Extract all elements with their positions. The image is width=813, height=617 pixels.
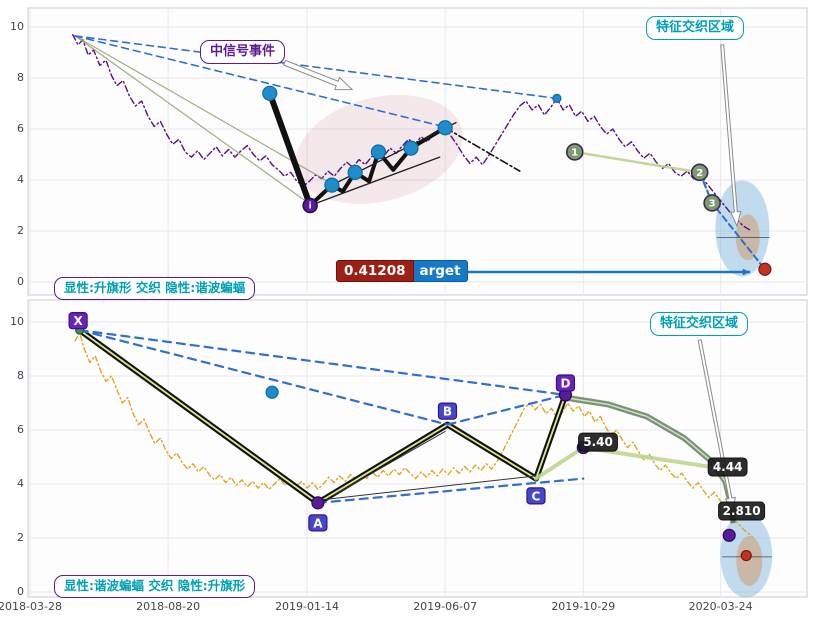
series-dashed-x-b bbox=[78, 329, 449, 426]
y-tick-label: 2 bbox=[17, 531, 24, 544]
step-marker-label: 1 bbox=[571, 147, 578, 158]
series-thin-trend-2 bbox=[333, 430, 446, 496]
step-marker-label: 3 bbox=[709, 198, 716, 209]
series-thin-trend-1 bbox=[317, 475, 537, 501]
x-tick-label: 2019-01-14 bbox=[275, 600, 339, 613]
point-label-text: X bbox=[73, 314, 83, 328]
series-dashed-to-flag-top bbox=[74, 35, 447, 128]
step-marker-3[interactable] bbox=[703, 194, 721, 212]
value-chip-label: 2.810 bbox=[723, 504, 761, 518]
blue-point[interactable] bbox=[265, 385, 279, 399]
pattern-point[interactable] bbox=[403, 140, 419, 156]
y-tick-label: 0 bbox=[17, 275, 24, 288]
series-breakdown-dashdot bbox=[444, 126, 521, 172]
y-tick-label: 10 bbox=[10, 315, 24, 328]
y-tick-label: 4 bbox=[17, 173, 24, 186]
pattern-point[interactable] bbox=[370, 144, 387, 160]
y-axis-bottom: 0 2 4 6 8 10 bbox=[2, 0, 26, 617]
y-tick-label: 8 bbox=[17, 369, 24, 382]
value-chip[interactable] bbox=[707, 457, 748, 477]
y-tick-label: 2 bbox=[17, 224, 24, 237]
zone-pointer-arrow bbox=[720, 44, 742, 228]
signal-event-label[interactable]: 中信号事件 bbox=[200, 40, 286, 64]
x-tick-label: 2019-10-29 bbox=[551, 600, 616, 613]
target-point[interactable] bbox=[740, 549, 752, 562]
series-dashed-a-ext bbox=[316, 477, 585, 504]
pattern-point[interactable] bbox=[324, 177, 340, 193]
series-dashed-to-peak bbox=[74, 35, 558, 100]
series-trend-guide-b bbox=[74, 35, 333, 185]
point-label-text: D bbox=[560, 377, 570, 391]
peak-point[interactable] bbox=[552, 93, 562, 104]
step-marker-2[interactable] bbox=[690, 163, 709, 182]
pattern-classification-top: 显性:升旗形 交织 隐性:谐波蝙蝠 bbox=[54, 277, 256, 300]
panel-bottom bbox=[27, 299, 808, 598]
y-tick-label: 6 bbox=[17, 122, 24, 135]
price-target-chip[interactable]: 0.41208 arget bbox=[336, 260, 468, 282]
series-dashed-b-d bbox=[446, 393, 567, 426]
target-label: arget bbox=[413, 260, 468, 282]
target-point[interactable] bbox=[758, 262, 772, 276]
point-label-C[interactable] bbox=[526, 487, 546, 505]
y-tick-label: 10 bbox=[10, 20, 24, 33]
series-dashed-x-d bbox=[78, 329, 567, 396]
point-label-X[interactable] bbox=[68, 312, 88, 330]
feature-zone-label-top[interactable]: 特征交织区域 bbox=[646, 16, 745, 40]
series-flag-pole bbox=[266, 90, 314, 209]
value-chip-label: 5.40 bbox=[583, 435, 613, 449]
point-label-D[interactable] bbox=[555, 374, 576, 392]
y-tick-label: 8 bbox=[17, 71, 24, 84]
x-tick-label: 2018-03-28 bbox=[0, 600, 62, 613]
feature-zone-label-bottom[interactable]: 特征交织区域 bbox=[650, 312, 749, 336]
x-axis: 2018-03-28 2018-08-20 2019-01-14 2019-06-07… bbox=[0, 600, 813, 616]
series-channel-lower bbox=[309, 156, 441, 207]
point-label-text: C bbox=[532, 489, 541, 503]
series-price bbox=[74, 332, 754, 538]
pivot-marker-label: i bbox=[309, 202, 312, 212]
value-chip[interactable] bbox=[718, 501, 766, 521]
value-chip-label: 4.44 bbox=[713, 460, 743, 474]
point-label-text: A bbox=[313, 516, 323, 530]
pattern-point[interactable] bbox=[437, 120, 453, 136]
series-trend-guide-a bbox=[74, 35, 311, 205]
pattern-classification-bottom: 显性:谐波蝙蝠 交织 隐性:升旗形 bbox=[54, 575, 256, 598]
pivot-point-purple[interactable] bbox=[311, 496, 325, 510]
step-marker-label: 2 bbox=[696, 168, 703, 179]
pattern-point[interactable] bbox=[347, 164, 363, 180]
x-tick-label: 2020-03-24 bbox=[688, 600, 753, 613]
y-tick-label: 4 bbox=[17, 477, 24, 490]
series-light-green-1 bbox=[534, 445, 586, 481]
price-value: 0.41208 bbox=[336, 260, 414, 282]
point-label-text: B bbox=[443, 405, 452, 419]
pivot-point-purple[interactable] bbox=[722, 528, 736, 542]
target-zone-inner bbox=[736, 535, 763, 586]
x-tick-label: 2018-08-20 bbox=[136, 600, 201, 613]
point-label-A[interactable] bbox=[308, 514, 328, 532]
point-label-B[interactable] bbox=[437, 402, 458, 420]
pattern-point[interactable] bbox=[262, 85, 278, 101]
y-axis-top: 0 2 4 6 8 10 bbox=[2, 0, 26, 617]
target-arrow-head bbox=[742, 268, 751, 276]
value-chip[interactable] bbox=[578, 432, 618, 452]
y-tick-label: 0 bbox=[17, 585, 24, 598]
x-tick-label: 2019-06-07 bbox=[413, 600, 478, 613]
step-marker-1[interactable] bbox=[565, 143, 584, 161]
signal-pointer-arrow bbox=[282, 59, 354, 91]
y-tick-label: 6 bbox=[17, 423, 24, 436]
pivot-marker[interactable] bbox=[302, 197, 318, 214]
